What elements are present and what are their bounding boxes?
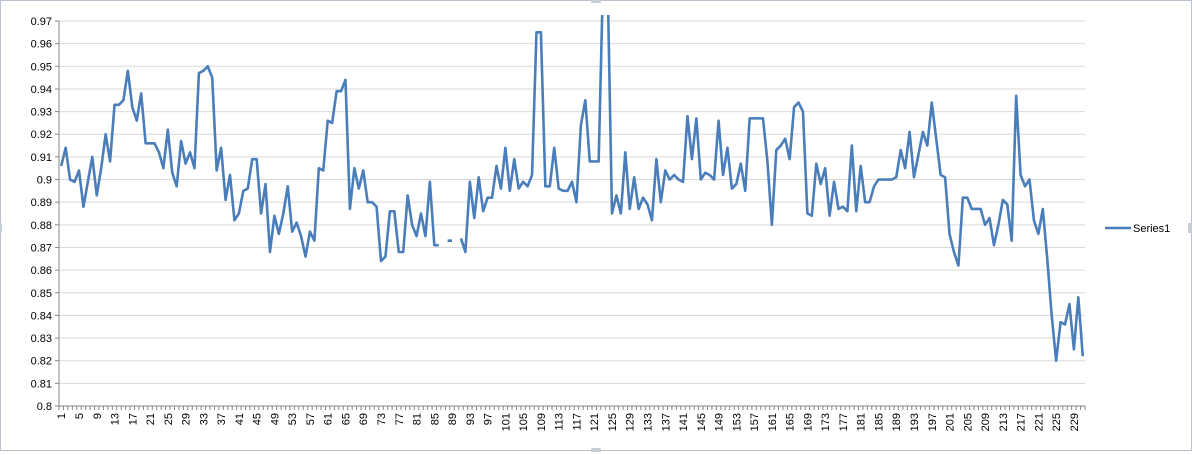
x-tick-label: 17 bbox=[127, 413, 139, 425]
x-tick-label: 141 bbox=[678, 413, 690, 431]
y-tick-label: 0.84 bbox=[31, 310, 52, 322]
series1-line bbox=[459, 15, 1085, 363]
x-tick-label: 97 bbox=[483, 413, 495, 425]
x-tick-label: 21 bbox=[145, 413, 157, 425]
y-tick-label: 0.94 bbox=[31, 84, 52, 96]
resize-handle-right[interactable] bbox=[1188, 223, 1192, 233]
legend-label: Series1 bbox=[1133, 223, 1170, 235]
x-tick-label: 49 bbox=[269, 413, 281, 425]
gridlines bbox=[59, 20, 1085, 384]
x-tick-label: 57 bbox=[305, 413, 317, 425]
x-tick-label: 209 bbox=[980, 413, 992, 431]
y-tick-label: 0.88 bbox=[31, 220, 52, 232]
x-tick-label: 37 bbox=[216, 413, 228, 425]
resize-handle-bottom[interactable] bbox=[591, 448, 601, 452]
resize-handle-left[interactable] bbox=[0, 223, 2, 233]
y-tick-label: 0.91 bbox=[31, 152, 52, 164]
x-tick-label: 65 bbox=[340, 413, 352, 425]
x-tick-label: 29 bbox=[181, 413, 193, 425]
x-tick-label: 197 bbox=[927, 413, 939, 431]
x-tick-label: 173 bbox=[820, 413, 832, 431]
x-tick-label: 145 bbox=[696, 413, 708, 431]
y-tick-label: 0.89 bbox=[31, 197, 52, 209]
x-tick-label: 225 bbox=[1051, 413, 1063, 431]
x-tick-label: 129 bbox=[625, 413, 637, 431]
x-tick-label: 109 bbox=[536, 413, 548, 431]
x-tick-label: 229 bbox=[1069, 413, 1081, 431]
x-tick-label: 205 bbox=[962, 413, 974, 431]
x-tick-label: 53 bbox=[287, 413, 299, 425]
resize-handle-top[interactable] bbox=[591, 0, 601, 3]
y-tick-label: 0.85 bbox=[31, 288, 52, 300]
x-tick-label: 121 bbox=[589, 413, 601, 431]
y-tick-label: 0.9 bbox=[37, 175, 52, 187]
y-axis-tick-labels: 0.8 0.81 0.82 0.83 0.84 0.85 0.86 0.87 0.88 0.89 0… bbox=[31, 16, 59, 413]
x-tick-label: 1 bbox=[56, 413, 68, 419]
series-lines bbox=[59, 15, 1085, 363]
y-tick-label: 0.83 bbox=[31, 333, 52, 345]
x-tick-label: 13 bbox=[110, 413, 122, 425]
y-tick-label: 0.97 bbox=[31, 16, 52, 28]
x-tick-label: 105 bbox=[518, 413, 530, 431]
x-tick-label: 181 bbox=[856, 413, 868, 431]
x-tick-label: 69 bbox=[358, 413, 370, 425]
x-tick-label: 157 bbox=[749, 413, 761, 431]
x-tick-label: 45 bbox=[252, 413, 264, 425]
x-tick-label: 5 bbox=[74, 413, 86, 419]
x-tick-label: 189 bbox=[891, 413, 903, 431]
x-tick-label: 33 bbox=[198, 413, 210, 425]
x-tick-label: 185 bbox=[873, 413, 885, 431]
y-tick-label: 0.86 bbox=[31, 265, 52, 277]
x-tick-label: 193 bbox=[909, 413, 921, 431]
x-tick-label: 153 bbox=[731, 413, 743, 431]
x-tick-label: 85 bbox=[429, 413, 441, 425]
x-tick-label: 217 bbox=[1016, 413, 1028, 431]
y-tick-label: 0.96 bbox=[31, 39, 52, 51]
x-tick-label: 137 bbox=[660, 413, 672, 431]
x-tick-label: 61 bbox=[323, 413, 335, 425]
x-tick-label: 25 bbox=[163, 413, 175, 425]
y-tick-label: 0.95 bbox=[31, 61, 52, 73]
x-tick-label: 161 bbox=[767, 413, 779, 431]
x-tick-label: 9 bbox=[92, 413, 104, 419]
x-tick-label: 133 bbox=[643, 413, 655, 431]
x-tick-label: 221 bbox=[1033, 413, 1045, 431]
x-tick-label: 117 bbox=[571, 413, 583, 431]
axes bbox=[58, 21, 1085, 407]
x-tick-label: 125 bbox=[607, 413, 619, 431]
y-tick-label: 0.87 bbox=[31, 242, 52, 254]
x-tick-label: 101 bbox=[500, 413, 512, 431]
y-tick-label: 0.8 bbox=[37, 401, 52, 413]
x-tick-label: 41 bbox=[234, 413, 246, 425]
x-tick-label: 93 bbox=[465, 413, 477, 425]
x-tick-label: 169 bbox=[802, 413, 814, 431]
x-axis-tick-labels: 1 5 9 13 17 21 25 29 33 37 41 45 49 53 57 61 65 69 73 77 81 8… bbox=[56, 406, 1086, 431]
y-tick-label: 0.92 bbox=[31, 129, 52, 141]
x-tick-label: 73 bbox=[376, 413, 388, 425]
y-tick-label: 0.81 bbox=[31, 378, 52, 390]
x-tick-label: 213 bbox=[998, 413, 1010, 431]
x-tick-label: 165 bbox=[785, 413, 797, 431]
y-tick-label: 0.82 bbox=[31, 356, 52, 368]
x-tick-label: 113 bbox=[554, 413, 566, 431]
series1-line bbox=[59, 64, 439, 263]
x-tick-label: 149 bbox=[714, 413, 726, 431]
x-tick-label: 89 bbox=[447, 413, 459, 425]
x-tick-label: 81 bbox=[412, 413, 424, 425]
legend[interactable]: Series1 bbox=[1105, 223, 1170, 235]
x-tick-label: 201 bbox=[945, 413, 957, 431]
x-tick-label: 77 bbox=[394, 413, 406, 425]
x-tick-label: 177 bbox=[838, 413, 850, 431]
y-tick-label: 0.93 bbox=[31, 107, 52, 119]
